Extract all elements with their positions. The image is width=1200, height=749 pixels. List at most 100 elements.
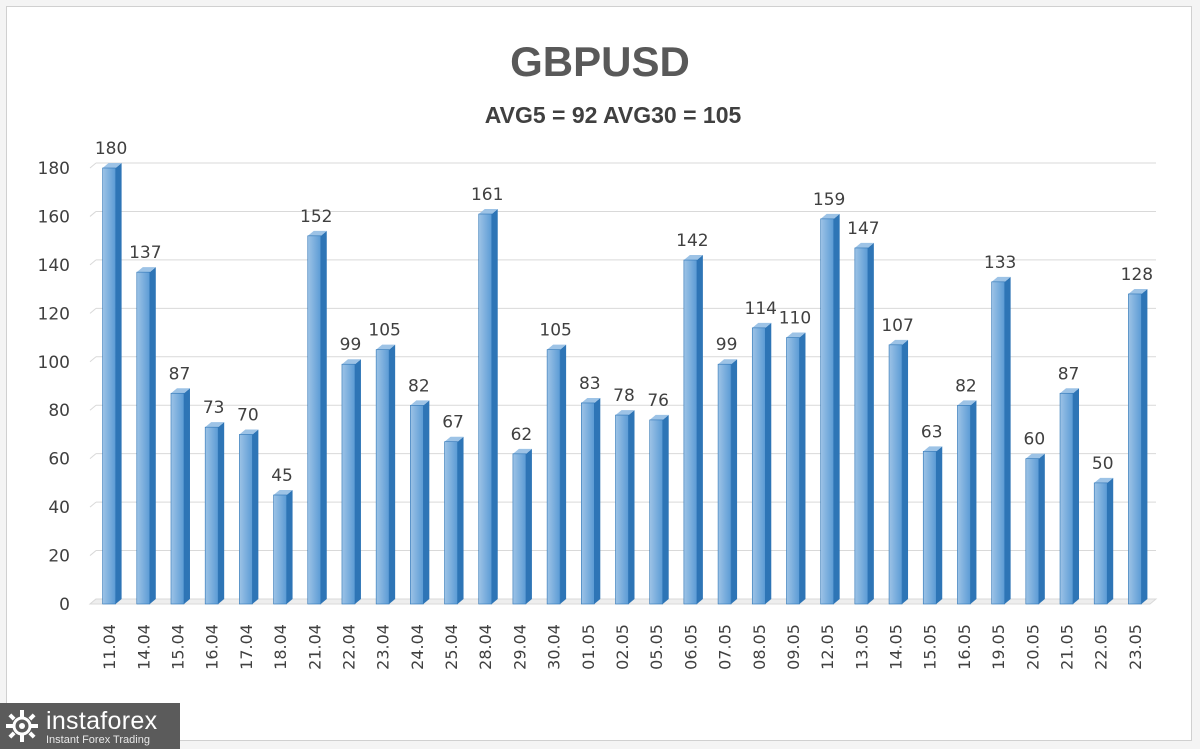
bar-side [628,410,635,604]
bar [957,405,971,605]
bar-top [444,436,464,442]
data-label: 87 [169,364,191,384]
bar [170,392,185,605]
data-label: 45 [271,466,293,486]
gear-icon [6,710,38,742]
bar-group [102,163,122,605]
bar-top [341,359,361,365]
bar-side [902,339,909,604]
bar-side [252,429,259,604]
bar-side [320,230,327,605]
gridline-depth [89,501,97,508]
bar [1093,482,1108,605]
bar-group [820,213,840,605]
bar [102,167,116,605]
gridline-depth [89,453,97,460]
bar-top [478,209,498,215]
data-label: 82 [408,376,430,396]
bar-side [765,322,772,604]
bar-side [149,267,156,604]
data-label: 76 [647,391,669,411]
bar-group [1059,388,1080,605]
y-tick-label: 140 [38,256,70,276]
bar-side [560,344,567,604]
gridline-depth [89,259,97,266]
bar-side [286,490,293,604]
bar-group [1128,288,1148,605]
bar-group [136,267,156,605]
x-tick-label: 16.05 [955,624,974,670]
data-label: 50 [1092,454,1114,474]
y-tick-label: 20 [48,547,70,567]
y-tick-label: 120 [38,304,70,324]
bar-top [205,422,225,428]
data-label: 161 [471,185,503,205]
x-tick-label: 25.04 [442,624,461,670]
data-label: 142 [676,231,708,251]
bar-side [183,388,190,604]
data-label: 82 [955,376,977,396]
bar [751,327,766,605]
data-label: 133 [984,253,1016,273]
bar-side [525,448,532,604]
bar-top [615,410,635,416]
bar-group [410,400,430,605]
data-label: 105 [539,321,571,341]
x-tick-label: 12.05 [818,624,837,670]
bar-top [1094,477,1114,483]
x-tick-label: 23.05 [1126,624,1145,670]
bar [512,453,527,605]
data-label: 147 [847,219,879,239]
bar-top [752,322,772,328]
bar [375,349,390,605]
x-tick-label: 22.04 [339,624,358,670]
x-tick-label: 28.04 [476,624,495,670]
bar-side [833,213,840,604]
data-label: 114 [745,299,777,319]
bar [615,414,629,605]
x-tick-label: 16.04 [203,624,222,670]
bar-top [1060,388,1080,394]
y-tick-label: 80 [48,401,70,421]
bar-group [375,344,396,605]
data-label: 107 [881,316,913,336]
bar-group [615,410,635,605]
data-label: 105 [368,321,400,341]
bar-group [717,359,738,605]
bar-top [512,448,532,454]
bar-top [820,213,840,219]
bar-top [957,400,977,406]
bar-group [546,344,567,605]
chart-title: GBPUSD [510,38,690,85]
x-tick-label: 15.04 [168,624,187,670]
x-tick-label: 23.04 [374,624,393,670]
bar-top [547,344,567,350]
x-tick-label: 09.05 [784,624,803,670]
bar-top [581,397,601,403]
bar [649,419,663,605]
bar-side [1141,288,1148,604]
bar [1025,458,1040,605]
bar-side [731,359,738,604]
bar-top [649,414,669,420]
gridline-depth [89,356,97,363]
x-tick-label: 19.05 [989,624,1008,670]
bar [717,363,732,605]
y-tick-label: 0 [59,595,70,615]
bar-group [922,446,943,605]
bar-group [957,400,977,605]
bar-side [218,422,225,604]
bar [581,402,595,605]
x-tick-label: 15.05 [921,624,940,670]
bar [683,259,698,605]
bar-group [478,209,498,605]
x-tick-label: 22.05 [1092,624,1111,670]
x-tick-label: 24.04 [408,624,427,670]
x-tick-label: 30.04 [545,624,564,670]
bar-group [273,490,293,605]
data-label: 99 [716,335,738,355]
bar-side [491,209,498,604]
bar-group [854,242,874,605]
bar [1059,392,1074,605]
